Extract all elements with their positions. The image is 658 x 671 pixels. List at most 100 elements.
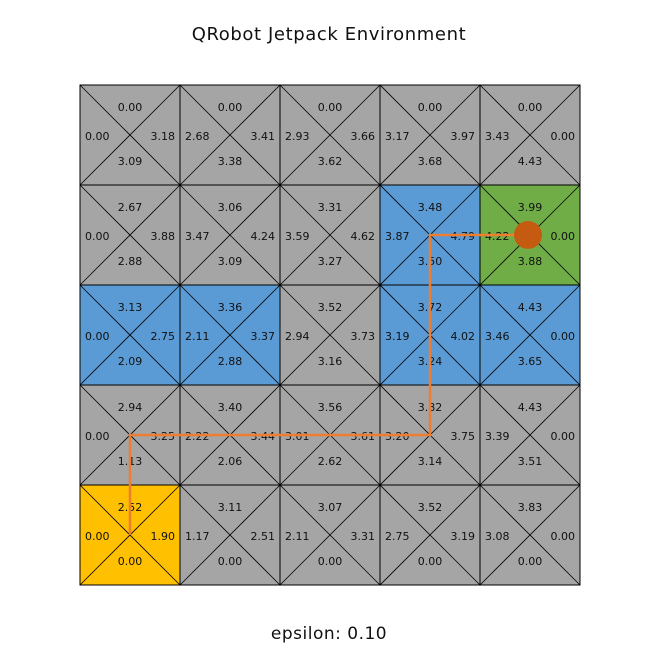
q-value-up: 3.36 xyxy=(218,301,243,314)
q-value-up: 3.40 xyxy=(218,401,243,414)
q-value-right: 0.00 xyxy=(551,530,576,543)
grid-cell: 3.07 0.00 2.11 3.31 xyxy=(279,484,381,586)
q-value-up: 3.56 xyxy=(318,401,343,414)
q-value-up: 3.48 xyxy=(418,201,443,214)
q-value-up: 0.00 xyxy=(118,101,143,114)
grid-cell: 0.00 3.68 3.17 3.97 xyxy=(379,84,481,186)
q-value-up: 2.67 xyxy=(118,201,143,214)
q-value-left: 2.11 xyxy=(185,330,210,343)
q-value-left: 3.59 xyxy=(285,230,310,243)
q-value-left: 2.68 xyxy=(185,130,210,143)
q-value-down: 2.06 xyxy=(218,455,243,468)
q-value-right: 3.31 xyxy=(351,530,376,543)
q-value-right: 3.66 xyxy=(351,130,376,143)
q-value-up: 3.83 xyxy=(518,501,543,514)
grid-cell: 3.06 3.09 3.47 4.24 xyxy=(179,184,281,286)
cell-diagonal xyxy=(179,284,281,386)
grid-cell: 3.31 3.27 3.59 4.62 xyxy=(279,184,381,286)
q-value-right: 3.61 xyxy=(351,430,376,443)
grid-cell: 3.83 0.00 3.08 0.00 xyxy=(479,484,581,586)
q-value-down: 3.27 xyxy=(318,255,343,268)
q-value-down: 3.88 xyxy=(518,255,543,268)
q-value-right: 4.24 xyxy=(251,230,276,243)
q-value-left: 3.01 xyxy=(285,430,310,443)
grid-cell: 3.11 0.00 1.17 2.51 xyxy=(179,484,281,586)
q-value-right: 3.18 xyxy=(151,130,176,143)
q-value-left: 0.00 xyxy=(85,130,110,143)
cell-diagonal xyxy=(479,384,581,486)
grid-cell: 3.52 3.16 2.94 3.73 xyxy=(279,284,381,386)
q-value-right: 0.00 xyxy=(551,130,576,143)
q-value-right: 0.00 xyxy=(551,330,576,343)
page-title: QRobot Jetpack Environment xyxy=(191,24,467,45)
q-value-up: 3.13 xyxy=(118,301,143,314)
q-value-right: 0.00 xyxy=(551,230,576,243)
cell-diagonal xyxy=(179,184,281,286)
q-value-right: 0.00 xyxy=(551,430,576,443)
cell-diagonal xyxy=(279,184,381,286)
q-value-up: 3.52 xyxy=(418,501,443,514)
q-value-up: 3.52 xyxy=(318,301,343,314)
cell-diagonal xyxy=(379,84,481,186)
q-value-down: 0.00 xyxy=(218,555,243,568)
cell-diagonal xyxy=(79,284,181,386)
q-value-right: 2.75 xyxy=(151,330,176,343)
q-value-up: 3.11 xyxy=(218,501,243,514)
grid-cell: 0.00 3.09 0.00 3.18 xyxy=(79,84,181,186)
q-value-down: 4.43 xyxy=(518,155,543,168)
q-value-up: 0.00 xyxy=(218,101,243,114)
q-value-left: 0.00 xyxy=(85,430,110,443)
q-value-left: 3.08 xyxy=(485,530,510,543)
q-value-up: 4.43 xyxy=(518,301,543,314)
cell-diagonal xyxy=(79,84,181,186)
cell-diagonal xyxy=(279,84,381,186)
grid-cell: 3.13 2.09 0.00 2.75 xyxy=(79,284,181,386)
cell-diagonal xyxy=(279,284,381,386)
q-value-down: 3.09 xyxy=(118,155,143,168)
q-value-left: 2.75 xyxy=(385,530,410,543)
q-value-down: 0.00 xyxy=(518,555,543,568)
q-value-left: 3.47 xyxy=(185,230,210,243)
q-value-up: 3.07 xyxy=(318,501,343,514)
q-value-right: 2.51 xyxy=(251,530,276,543)
q-value-left: 2.94 xyxy=(285,330,310,343)
q-value-up: 0.00 xyxy=(418,101,443,114)
cell-diagonal xyxy=(179,484,281,586)
q-value-up: 3.99 xyxy=(518,201,543,214)
grid-cell: 0.00 3.62 2.93 3.66 xyxy=(279,84,381,186)
q-value-right: 3.41 xyxy=(251,130,276,143)
cell-diagonal xyxy=(479,484,581,586)
q-value-up: 4.43 xyxy=(518,401,543,414)
grid-cell: 3.52 0.00 2.75 3.19 xyxy=(379,484,481,586)
q-value-right: 1.90 xyxy=(151,530,176,543)
cell-diagonal xyxy=(279,484,381,586)
q-value-right: 3.97 xyxy=(451,130,476,143)
q-value-down: 0.00 xyxy=(418,555,443,568)
grid-cell: 0.00 3.38 2.68 3.41 xyxy=(179,84,281,186)
grid-cell: 0.00 4.43 3.43 0.00 xyxy=(479,84,581,186)
q-value-left: 3.19 xyxy=(385,330,410,343)
q-value-left: 0.00 xyxy=(85,230,110,243)
cell-diagonal xyxy=(479,284,581,386)
q-value-left: 0.00 xyxy=(85,530,110,543)
q-value-down: 2.88 xyxy=(218,355,243,368)
q-value-left: 3.43 xyxy=(485,130,510,143)
q-value-right: 4.02 xyxy=(451,330,476,343)
q-value-left: 4.22 xyxy=(485,230,510,243)
q-value-right: 3.75 xyxy=(451,430,476,443)
q-value-down: 2.09 xyxy=(118,355,143,368)
q-value-right: 3.19 xyxy=(451,530,476,543)
q-value-down: 3.65 xyxy=(518,355,543,368)
q-value-left: 3.87 xyxy=(385,230,410,243)
q-value-down: 3.14 xyxy=(418,455,443,468)
q-value-up: 0.00 xyxy=(518,101,543,114)
q-value-down: 3.16 xyxy=(318,355,343,368)
q-value-left: 0.00 xyxy=(85,330,110,343)
q-value-right: 3.37 xyxy=(251,330,276,343)
grid-cell: 4.43 3.65 3.46 0.00 xyxy=(479,284,581,386)
grid-cell: 3.36 2.88 2.11 3.37 xyxy=(179,284,281,386)
q-value-up: 3.31 xyxy=(318,201,343,214)
q-value-left: 3.17 xyxy=(385,130,410,143)
q-value-left: 2.11 xyxy=(285,530,310,543)
epsilon-label: epsilon: 0.10 xyxy=(270,624,388,644)
